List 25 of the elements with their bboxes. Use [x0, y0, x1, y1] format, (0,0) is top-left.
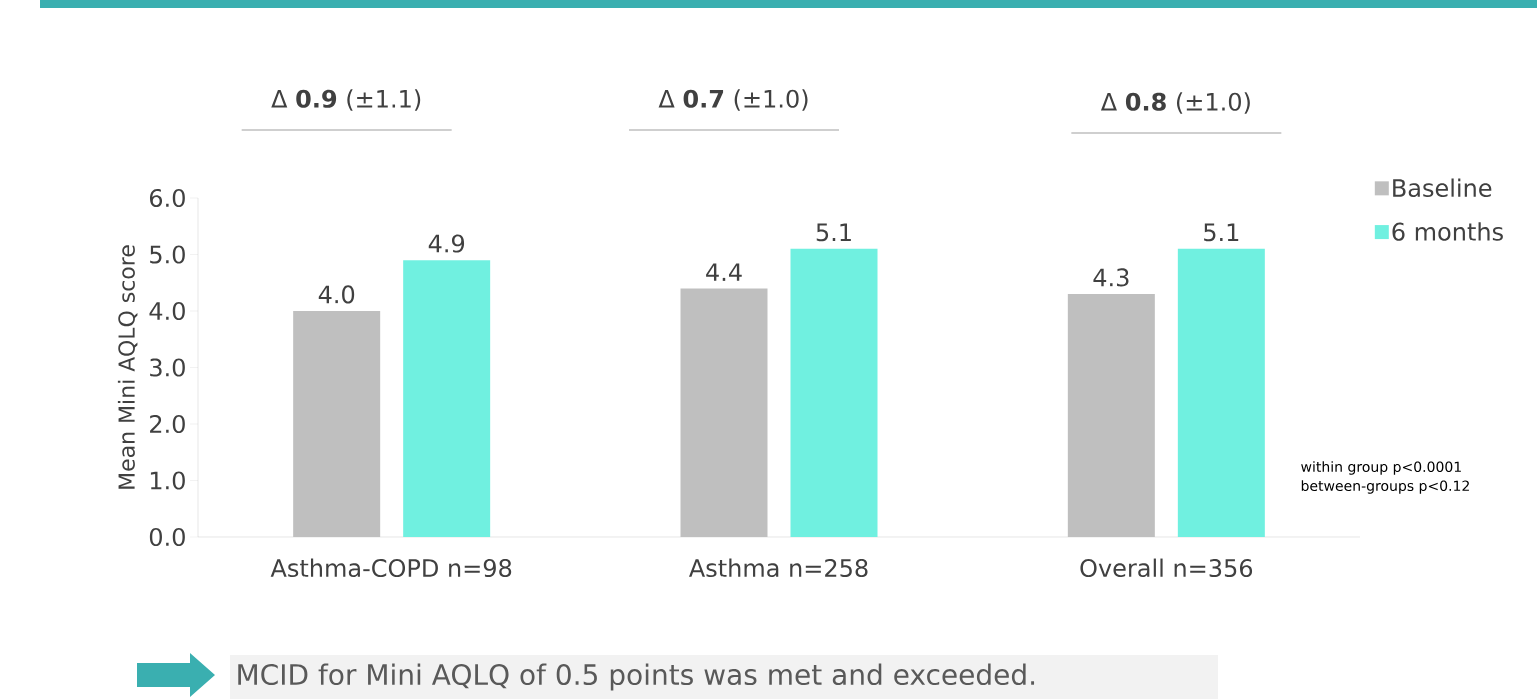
data-label: 5.1 — [816, 223, 851, 242]
data-label: 4.0 — [318, 285, 355, 304]
text: Δ 0.8 (±1.0) — [1100, 92, 1250, 114]
data-label: 5.1 — [1204, 223, 1239, 242]
y-tick-label: 1.0 — [150, 471, 185, 490]
x-tick-label: Asthma-COPD n=98 — [270, 558, 512, 578]
y-tick-label: 0.0 — [149, 527, 185, 547]
y-axis-title: Mean Mini AQLQ score — [117, 245, 138, 489]
annotation: within group p<0.0001 — [1301, 461, 1461, 475]
text: Δ 0.9 (±1.1) — [271, 89, 421, 111]
text: Δ 0.7 (±1.0) — [658, 89, 808, 111]
y-tick-label: 5.0 — [150, 245, 185, 264]
y-tick-label: 6.0 — [149, 188, 185, 208]
data-label: 4.3 — [1093, 268, 1129, 287]
legend-label: 6 months — [1392, 222, 1503, 241]
y-tick-label: 3.0 — [150, 358, 185, 377]
y-tick-label: 2.0 — [150, 414, 185, 434]
y-tick-label: 4.0 — [149, 301, 185, 321]
annotation: between-groups p<0.12 — [1301, 480, 1469, 494]
text: MCID for Mini AQLQ of 0.5 points was met and exceeded. — [238, 663, 1035, 691]
legend-label: Baseline — [1393, 178, 1492, 198]
x-tick-label: Overall n=356 — [1080, 558, 1253, 578]
data-label: 4.9 — [428, 234, 465, 253]
data-label: 4.4 — [706, 263, 742, 281]
x-tick-label: Asthma n=258 — [689, 558, 868, 578]
